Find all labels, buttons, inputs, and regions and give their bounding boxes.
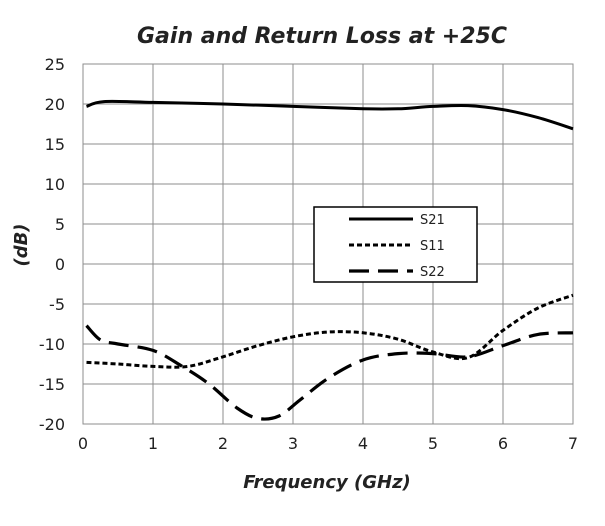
- x-tick-label: 3: [288, 434, 298, 453]
- y-tick-label: -10: [39, 335, 65, 354]
- y-axis-ticks: 25 20 15 10 5 0 -5 -10 -15 -20: [39, 55, 65, 434]
- y-tick-label: 10: [45, 175, 65, 194]
- x-tick-label: 4: [358, 434, 368, 453]
- series-line-s11: [86, 293, 574, 369]
- y-tick-label: 15: [45, 135, 65, 154]
- x-tick-label: 5: [428, 434, 438, 453]
- y-tick-label: -20: [39, 415, 65, 434]
- y-tick-label: -15: [39, 375, 65, 394]
- x-tick-label: 2: [218, 434, 228, 453]
- y-tick-label: 20: [45, 95, 65, 114]
- chart-title: Gain and Return Loss at +25C: [137, 24, 507, 49]
- legend-label-s21: S21: [420, 213, 445, 228]
- series-line-s21: [85, 99, 574, 131]
- x-axis-label: Frequency (GHz): [243, 472, 411, 493]
- legend-label-s22: S22: [420, 265, 445, 280]
- x-tick-label: 0: [78, 434, 88, 453]
- series-lines: [85, 99, 574, 421]
- x-tick-label: 6: [498, 434, 508, 453]
- x-tick-label: 1: [148, 434, 158, 453]
- y-tick-label: -5: [49, 295, 65, 314]
- y-axis-label: (dB): [11, 223, 32, 266]
- y-tick-label: 0: [55, 255, 65, 274]
- y-tick-label: 25: [45, 55, 65, 74]
- series-line-s22: [85, 324, 574, 421]
- x-axis-ticks: 0 1 2 3 4 5 6 7: [78, 434, 578, 453]
- y-tick-label: 5: [55, 215, 65, 234]
- legend: S21 S11 S22: [313, 206, 478, 283]
- x-tick-label: 7: [568, 434, 578, 453]
- legend-label-s11: S11: [420, 239, 445, 254]
- plot-frame: [82, 63, 574, 425]
